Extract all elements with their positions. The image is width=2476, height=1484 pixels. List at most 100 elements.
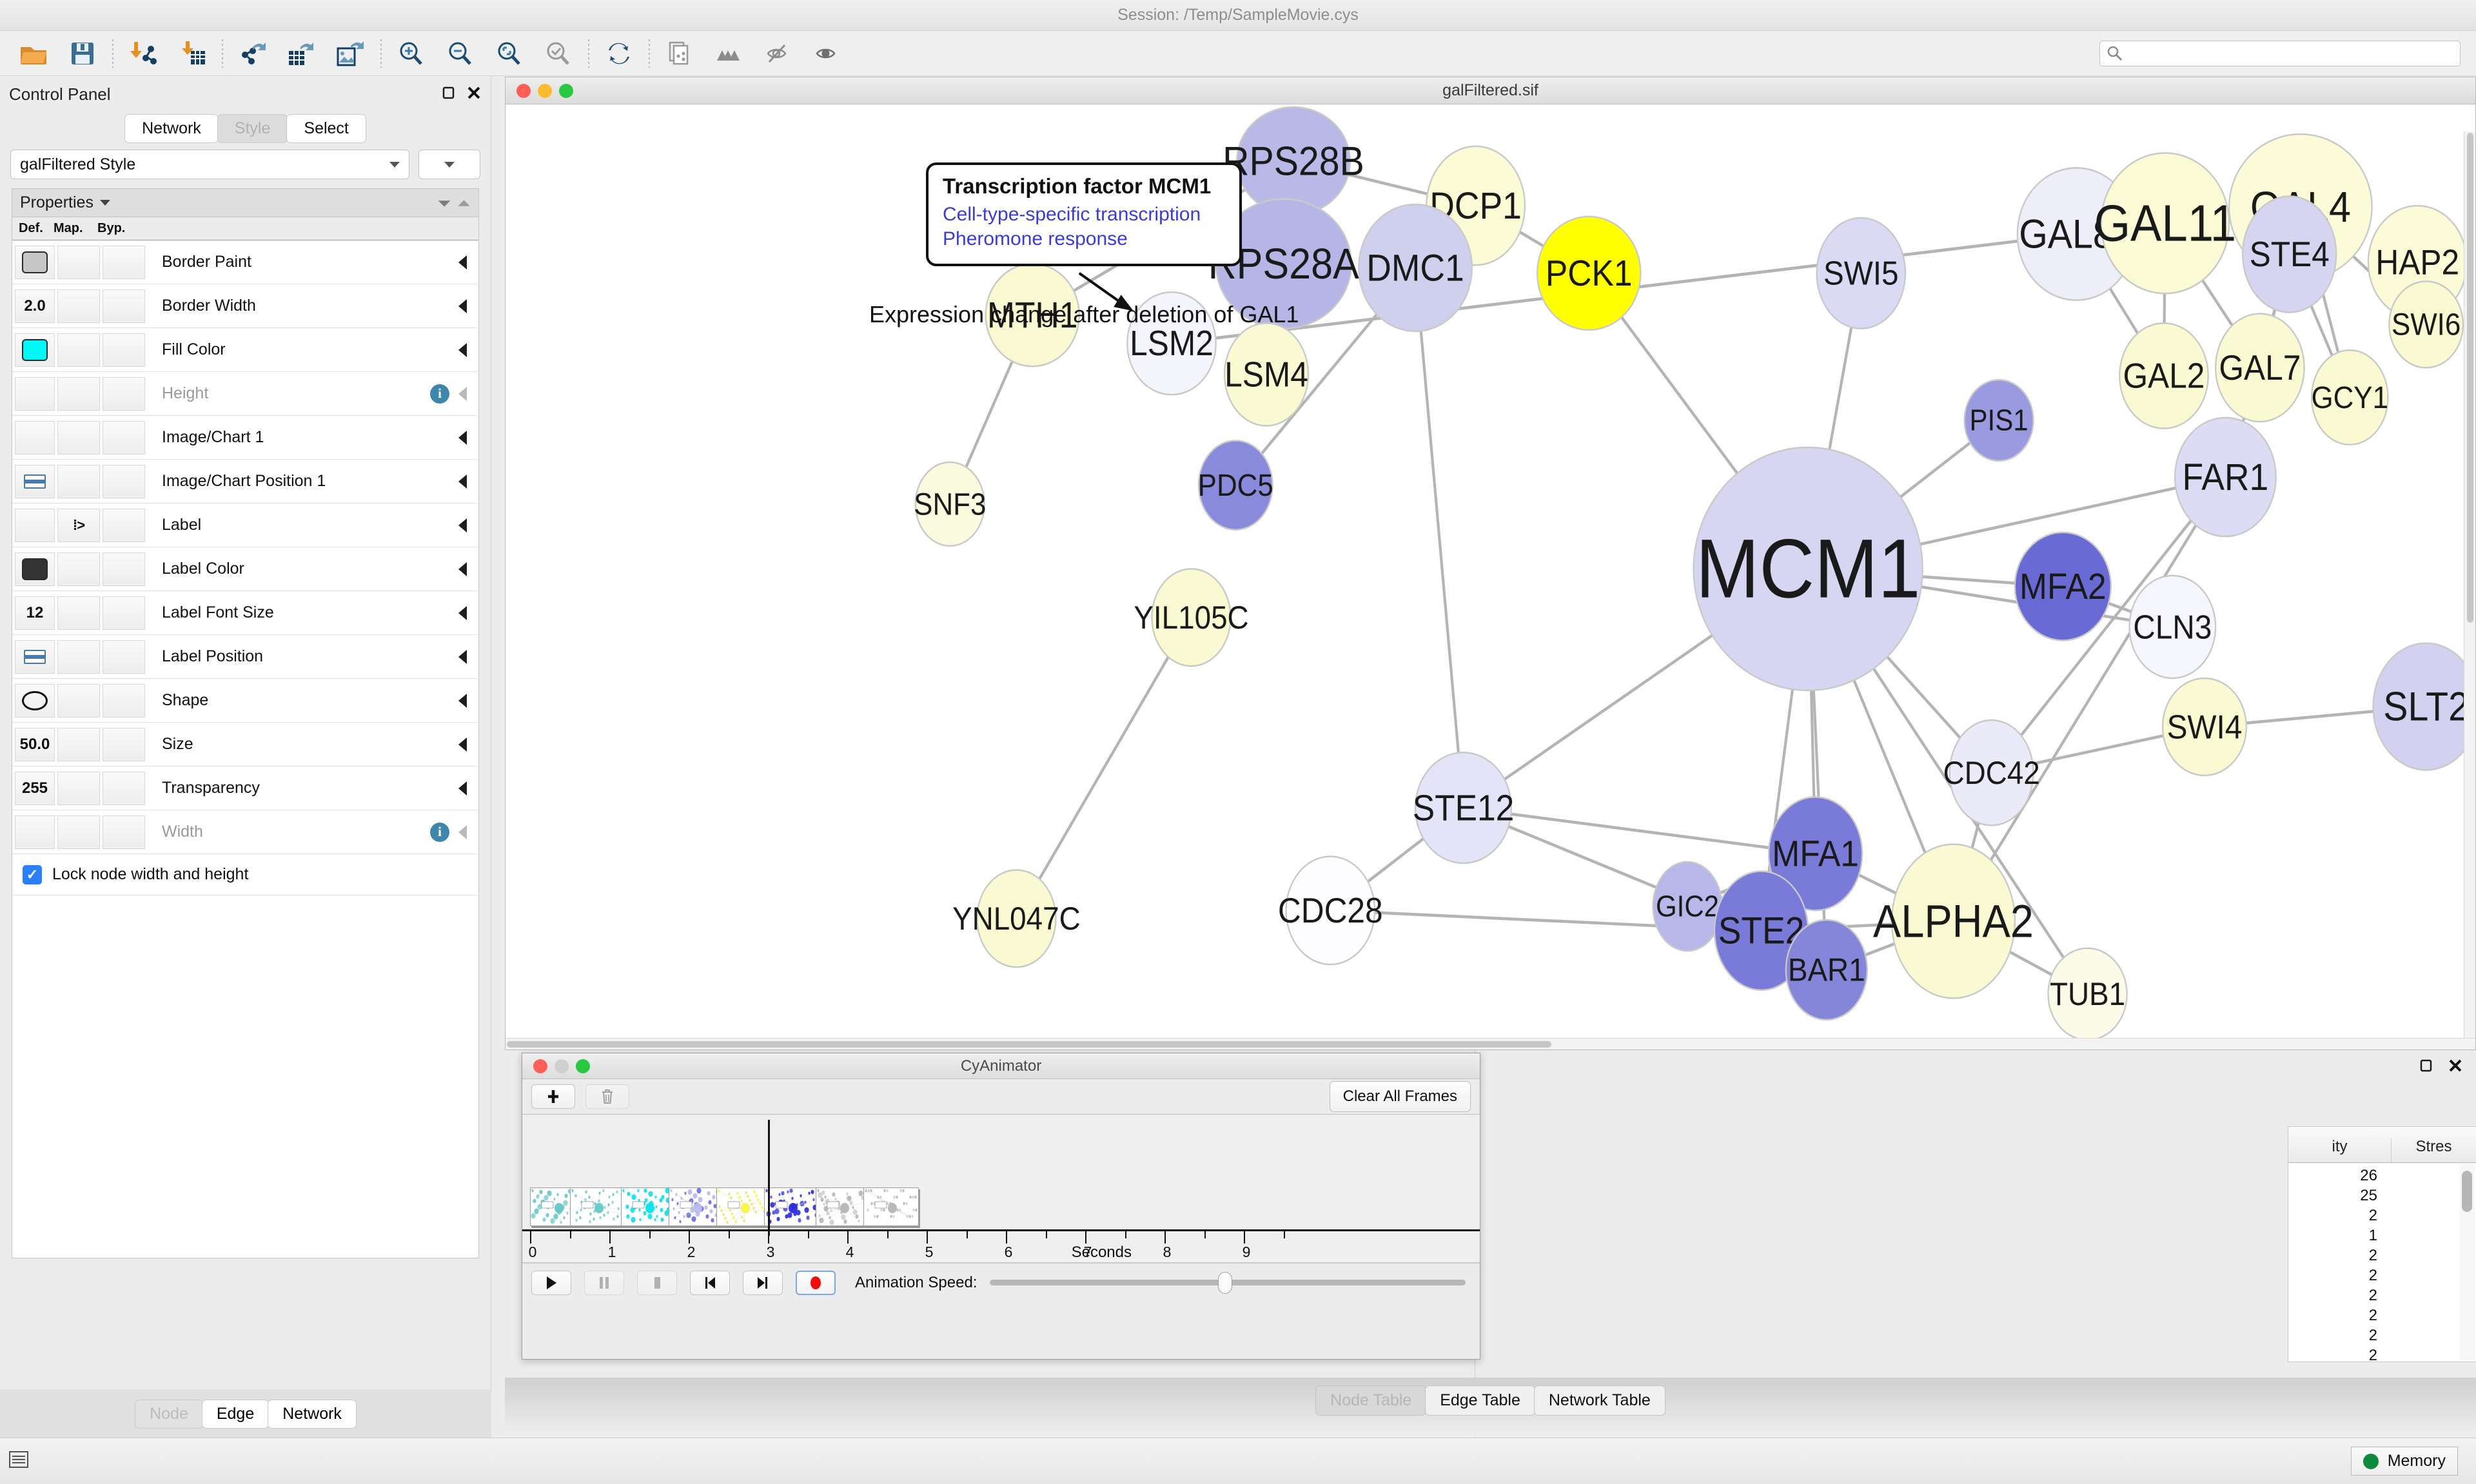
record-button[interactable] xyxy=(796,1270,836,1295)
property-row[interactable]: 12 Label Font Size xyxy=(12,591,478,635)
timeline-playhead[interactable] xyxy=(768,1120,770,1236)
zoom-in-icon[interactable] xyxy=(387,34,436,73)
property-row[interactable]: Label Color xyxy=(12,547,478,591)
graph-node[interactable]: YIL105C xyxy=(1134,568,1249,667)
property-mapping-cell[interactable] xyxy=(57,683,100,718)
close-window-icon[interactable] xyxy=(533,1059,547,1073)
property-row[interactable]: Label Position xyxy=(12,635,478,679)
property-default-cell[interactable] xyxy=(15,639,55,674)
minimize-window-icon[interactable] xyxy=(555,1059,569,1073)
expand-arrow-icon[interactable] xyxy=(458,342,467,357)
graph-node[interactable]: MFA1 xyxy=(1767,796,1863,912)
property-row[interactable]: 50.0 Size xyxy=(12,723,478,766)
float-panel-icon[interactable] xyxy=(442,86,456,103)
property-default-cell[interactable]: 12 xyxy=(15,596,55,630)
property-mapping-cell[interactable] xyxy=(57,376,100,411)
play-button[interactable] xyxy=(531,1270,571,1295)
graph-node[interactable]: MCM1 xyxy=(1693,446,1923,692)
property-mapping-cell[interactable] xyxy=(57,464,100,498)
zoom-fit-icon[interactable] xyxy=(485,34,534,73)
next-frame-button[interactable] xyxy=(743,1270,783,1295)
property-row[interactable]: Width i xyxy=(12,810,478,854)
graph-node[interactable]: STE12 xyxy=(1413,752,1515,864)
layout-icon[interactable] xyxy=(704,34,753,73)
graph-node[interactable]: MTH1 xyxy=(985,262,1080,367)
property-default-cell[interactable] xyxy=(15,245,55,279)
property-row[interactable]: 255 Transparency xyxy=(12,766,478,810)
graph-node[interactable]: BAR1 xyxy=(1785,919,1868,1021)
tab-network-style[interactable]: Network xyxy=(268,1399,357,1429)
collapse-all-icon[interactable]: ⏶ xyxy=(457,193,471,213)
expand-arrow-icon[interactable] xyxy=(458,430,467,445)
graph-node[interactable]: SNF3 xyxy=(914,461,986,547)
property-bypass-cell[interactable] xyxy=(103,596,145,630)
add-frame-button[interactable] xyxy=(531,1084,575,1109)
property-bypass-cell[interactable] xyxy=(103,683,145,718)
float-panel-icon[interactable] xyxy=(2419,1059,2433,1076)
graph-node[interactable]: PIS1 xyxy=(1963,378,2034,462)
network-canvas[interactable]: RPS28BDCP1RPS28ADMC1PCK1SWI5GAL80GAL11GA… xyxy=(506,104,2475,1050)
memory-status-button[interactable]: Memory xyxy=(2350,1447,2458,1476)
info-icon[interactable]: i xyxy=(430,822,449,842)
property-mapping-cell[interactable] xyxy=(57,639,100,674)
expand-arrow-icon[interactable] xyxy=(458,518,467,532)
property-bypass-cell[interactable] xyxy=(103,552,145,586)
graph-node[interactable]: STE2 xyxy=(1713,870,1809,991)
graph-node[interactable]: CDC42 xyxy=(1943,719,2040,826)
graph-node[interactable]: YNL047C xyxy=(952,869,1081,968)
graph-node[interactable]: DMC1 xyxy=(1358,203,1473,333)
property-row[interactable]: 2.0 Border Width xyxy=(12,284,478,328)
graph-node[interactable]: GAL2 xyxy=(2119,322,2209,429)
import-table-icon[interactable] xyxy=(168,34,217,73)
graph-node[interactable]: STE4 xyxy=(2241,195,2337,313)
prev-frame-button[interactable] xyxy=(690,1270,730,1295)
graph-node[interactable]: CDC28 xyxy=(1278,855,1383,966)
property-bypass-cell[interactable] xyxy=(103,727,145,761)
close-window-icon[interactable] xyxy=(516,83,531,98)
graph-node[interactable]: RPS28A xyxy=(1208,198,1360,329)
timeline-frame[interactable] xyxy=(669,1187,725,1226)
property-bypass-cell[interactable] xyxy=(103,771,145,805)
property-bypass-cell[interactable] xyxy=(103,333,145,367)
expand-arrow-icon[interactable] xyxy=(458,474,467,489)
table-vertical-scrollbar[interactable] xyxy=(2459,1164,2475,1360)
expand-arrow-icon[interactable] xyxy=(458,298,467,313)
show-icon[interactable] xyxy=(802,34,851,73)
property-bypass-cell[interactable] xyxy=(103,815,145,849)
property-row[interactable]: Border Paint xyxy=(12,240,478,284)
hide-icon[interactable] xyxy=(753,34,802,73)
expand-arrow-icon[interactable] xyxy=(458,781,467,796)
property-mapping-cell[interactable] xyxy=(57,815,100,849)
tab-node-table[interactable]: Node Table xyxy=(1315,1385,1427,1416)
table-row[interactable]: 2 xyxy=(2288,1245,2476,1265)
property-mapping-cell[interactable] xyxy=(57,289,100,323)
graph-node[interactable]: PCK1 xyxy=(1536,215,1642,331)
table-row[interactable]: 26 xyxy=(2288,1166,2476,1186)
table-row[interactable]: 2 xyxy=(2288,1285,2476,1305)
property-bypass-cell[interactable] xyxy=(103,245,145,279)
scrollbar-thumb[interactable] xyxy=(2462,1171,2472,1212)
list-icon[interactable] xyxy=(8,1449,30,1473)
property-default-cell[interactable]: 50.0 xyxy=(15,727,55,761)
property-mapping-cell[interactable] xyxy=(57,727,100,761)
tab-select[interactable]: Select xyxy=(286,114,366,143)
scrollbar-thumb[interactable] xyxy=(2467,133,2473,623)
graph-node[interactable]: LSM2 xyxy=(1126,291,1217,396)
animation-speed-slider[interactable] xyxy=(990,1271,1466,1295)
property-mapping-cell[interactable] xyxy=(57,333,100,367)
expand-arrow-icon[interactable] xyxy=(458,737,467,752)
property-default-cell[interactable] xyxy=(15,420,55,454)
clear-all-frames-button[interactable]: Clear All Frames xyxy=(1329,1081,1471,1112)
property-default-cell[interactable] xyxy=(15,333,55,367)
property-bypass-cell[interactable] xyxy=(103,464,145,498)
property-default-cell[interactable] xyxy=(15,464,55,498)
maximize-window-icon[interactable] xyxy=(559,83,573,98)
graph-node[interactable]: SWI4 xyxy=(2161,677,2248,777)
tab-network[interactable]: Network xyxy=(124,114,219,143)
graph-node[interactable]: DCP1 xyxy=(1426,145,1526,266)
expand-arrow-icon[interactable] xyxy=(458,693,467,708)
graph-edge[interactable] xyxy=(1413,268,1465,808)
property-default-cell[interactable] xyxy=(15,815,55,849)
property-row[interactable]: Fill Color xyxy=(12,328,478,372)
graph-node[interactable]: GIC2 xyxy=(1652,861,1723,952)
